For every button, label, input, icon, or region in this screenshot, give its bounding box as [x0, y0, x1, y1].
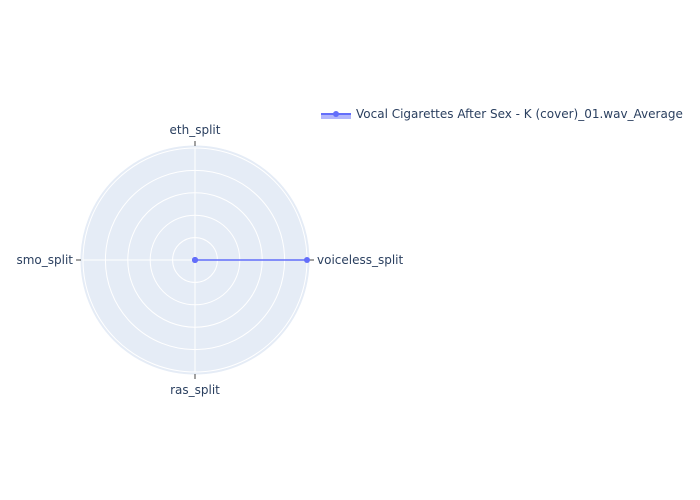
axis-label-smo_split: smo_split	[16, 253, 73, 267]
legend-swatch-marker	[333, 111, 339, 117]
axis-label-eth_split: eth_split	[170, 123, 221, 137]
legend-label: Vocal Cigarettes After Sex - K (cover)_0…	[356, 107, 683, 121]
data-point-ras_split	[192, 257, 198, 263]
legend-item-0[interactable]: Vocal Cigarettes After Sex - K (cover)_0…	[321, 107, 683, 121]
axis-label-voiceless_split: voiceless_split	[317, 253, 404, 267]
axis-labels: voiceless_split eth_split smo_split ras_spl…	[16, 123, 403, 397]
data-point-voiceless_split	[304, 257, 310, 263]
series-layer	[192, 257, 310, 263]
axis-label-ras_split: ras_split	[170, 383, 220, 397]
legend[interactable]: Vocal Cigarettes After Sex - K (cover)_0…	[321, 107, 683, 121]
